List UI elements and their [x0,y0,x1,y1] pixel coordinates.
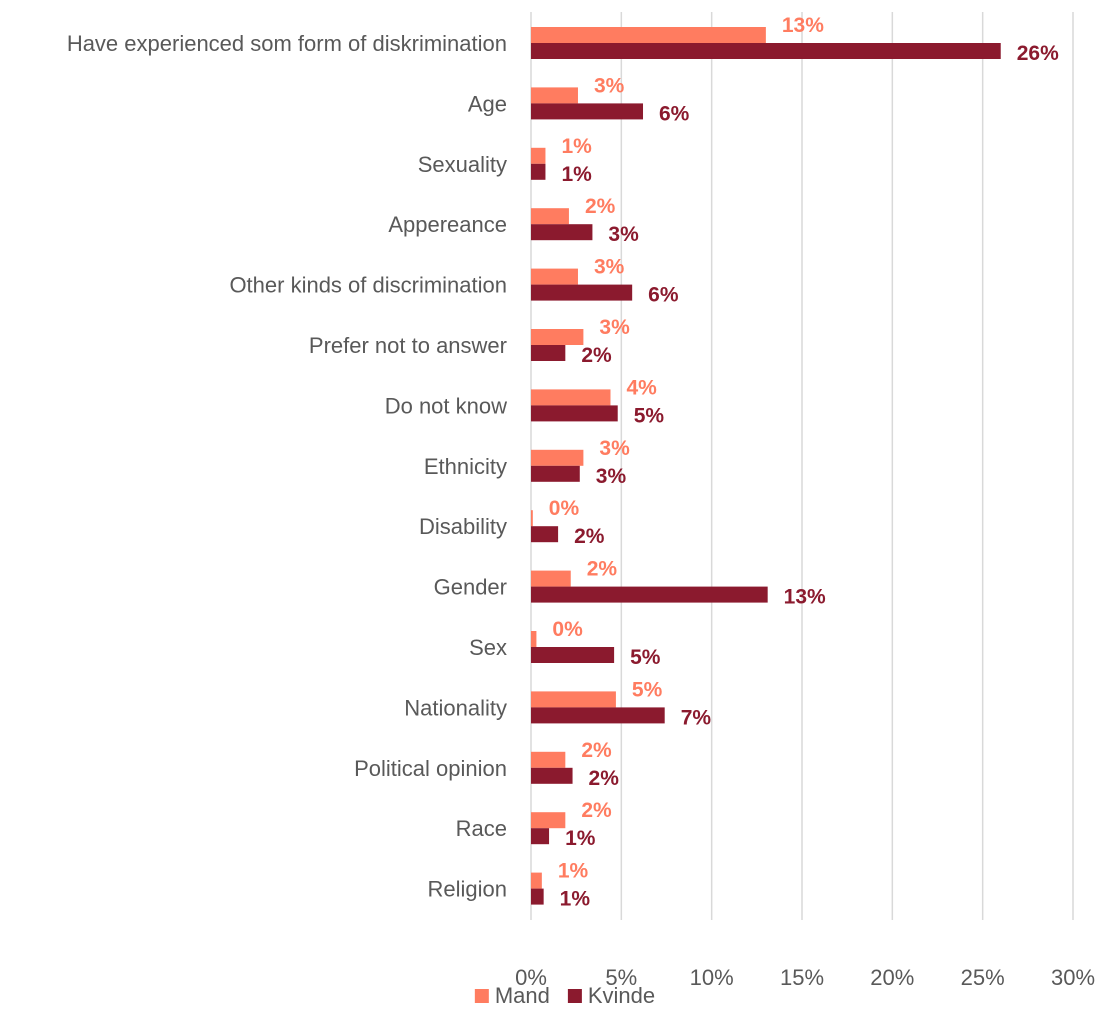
bar-mand [531,631,537,647]
bar-mand [531,691,616,708]
bars [531,27,1001,905]
bar-kvinde [531,526,559,543]
category-label: Prefer not to answer [309,333,507,358]
data-label-mand: 3% [594,74,625,97]
data-label-kvinde: 1% [565,827,596,850]
data-label-mand: 2% [585,195,616,218]
bar-kvinde [531,767,573,784]
legend-swatch [567,989,582,1003]
bar-mand [531,27,766,43]
data-label-kvinde: 2% [589,767,620,790]
data-label-mand: 0% [552,618,583,641]
data-label-kvinde: 2% [574,525,605,548]
category-label: Have experienced som form of diskriminat… [67,31,507,56]
data-label-mand: 3% [594,256,625,279]
bar-mand [531,449,584,466]
x-axis-ticks: 0% 5% 10% 15% 20% 25% 30% [515,965,1095,990]
bar-mand [531,872,542,889]
x-tick-label: 5% [605,965,637,990]
bar-kvinde [531,828,550,845]
bar-kvinde [531,405,618,422]
x-tick-label: 30% [1051,965,1095,990]
data-label-kvinde: 7% [681,706,712,729]
data-label-mand: 0% [549,497,580,520]
data-label-kvinde: 1% [560,888,591,911]
data-label-kvinde: 3% [608,223,639,246]
category-label: Ethnicity [424,454,507,479]
data-label-mand: 3% [599,316,630,339]
bar-mand [531,147,546,164]
data-label-mand: 1% [561,135,592,158]
bar-mand [531,812,566,829]
category-label: Age [468,91,507,116]
bar-kvinde [531,284,633,301]
category-label: Other kinds of discrimination [229,273,507,298]
bar-kvinde [531,345,566,361]
category-label: Appereance [388,212,507,237]
bar-kvinde [531,103,644,120]
legend-swatch [474,989,489,1003]
category-label: Gender [434,575,507,600]
bar-kvinde [531,707,665,724]
x-tick-label: 10% [690,965,734,990]
data-label-mand: 3% [599,437,630,460]
bar-kvinde [531,163,546,180]
data-label-kvinde: 26% [1017,42,1059,65]
x-tick-label: 20% [870,965,914,990]
data-label-kvinde: 5% [630,646,661,669]
data-label-mand: 4% [626,376,657,399]
data-label-kvinde: 6% [648,284,679,307]
bar-kvinde [531,224,593,241]
bar-mand [531,510,533,527]
category-label: Religion [428,877,508,902]
data-label-mand: 1% [558,860,589,883]
data-label-kvinde: 3% [596,465,627,488]
bar-mand [531,389,611,406]
bar-mand [531,208,569,225]
bar-kvinde [531,586,768,603]
bar-mand [531,751,566,768]
legend-label: Mand [495,983,550,1008]
data-label-mand: 5% [632,678,663,701]
category-label: Sex [469,635,507,660]
bar-kvinde [531,465,580,482]
data-label-mand: 2% [587,558,618,581]
x-tick-label: 25% [961,965,1005,990]
category-label: Nationality [404,695,507,720]
bar-kvinde [531,43,1001,59]
data-label-kvinde: 13% [784,586,826,609]
category-label: Disability [419,514,507,539]
category-label: Sexuality [418,152,507,177]
data-label-kvinde: 6% [659,102,690,125]
data-label-mand: 13% [782,14,824,37]
gridlines [530,12,1074,920]
bar-mand [531,268,578,285]
data-label-kvinde: 2% [581,344,612,367]
data-label-mand: 2% [581,799,612,822]
x-tick-label: 15% [780,965,824,990]
legend-item: Kvinde [567,983,655,1008]
data-label-mand: 2% [581,739,612,762]
category-label: Race [456,816,507,841]
bar-mand [531,570,571,587]
bar-mand [531,87,578,104]
legend-item: Mand [474,983,550,1008]
legend-label: Kvinde [588,983,655,1008]
data-label-kvinde: 5% [634,404,665,427]
category-label: Do not know [385,393,507,418]
bar-kvinde [531,647,615,663]
legend: Mand Kvinde [474,983,655,1008]
data-label-kvinde: 1% [561,163,592,186]
category-label: Political opinion [354,756,507,781]
x-tick-label: 0% [515,965,547,990]
bar-mand [531,329,584,345]
data-labels: 13%26%3%6%1%1%2%3%3%6%3%2%4%5%3%3%0%2%2%… [549,14,1059,911]
bar-kvinde [531,888,544,905]
category-labels: Have experienced som form of diskriminat… [67,31,507,902]
